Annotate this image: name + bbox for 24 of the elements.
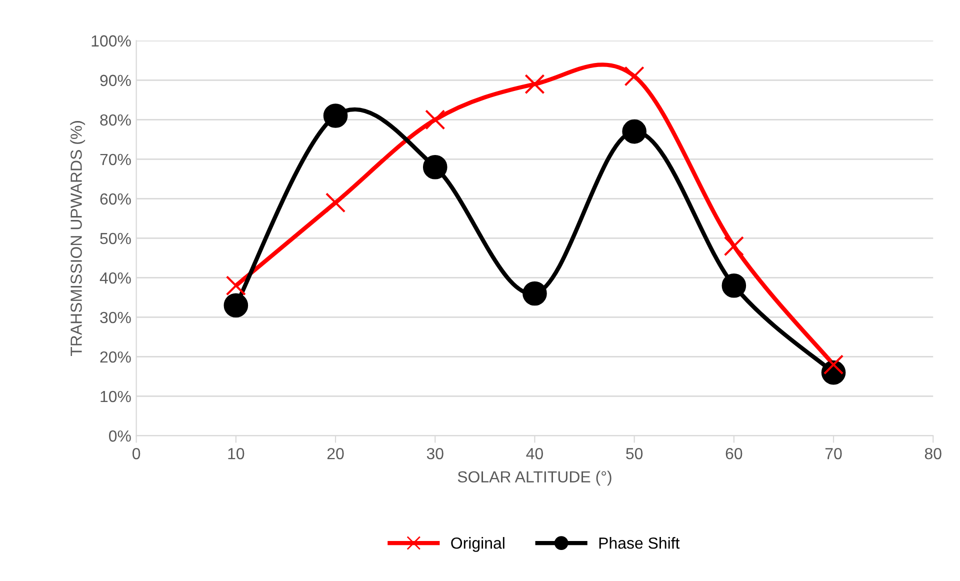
x-tick-label: 60 [726, 448, 742, 460]
y-tick-label: 30% [100, 312, 131, 324]
y-tick-label: 60% [100, 193, 131, 205]
x-axis-title: SOLAR ALTITUDE (°) [458, 470, 612, 486]
x-tick-label: 40 [526, 448, 543, 460]
x-tick-label: 80 [924, 448, 942, 460]
y-tick-label: 80% [100, 114, 131, 126]
y-tick-label: 50% [100, 232, 131, 244]
y-axis-title: TRAHSMISSION UPWARDS (%) [70, 121, 86, 356]
y-tick-label: 0% [109, 430, 131, 442]
y-tick-label: 100% [92, 35, 131, 47]
x-tick-label: 20 [327, 448, 344, 460]
y-tick-label: 20% [100, 351, 131, 363]
x-tick-label: 30 [426, 448, 444, 460]
y-tick-label: 90% [100, 74, 131, 86]
x-tick-label: 10 [228, 448, 244, 460]
x-tick-label: 50 [626, 448, 643, 460]
x-tick-label: 0 [132, 448, 140, 460]
y-tick-label: 40% [100, 272, 131, 284]
legend-label: Original [451, 537, 504, 552]
y-tick-label: 70% [100, 154, 131, 166]
legend-label: Phase Shift [599, 537, 680, 549]
y-tick-label: 10% [100, 390, 131, 402]
x-tick-label: 70 [825, 448, 842, 460]
